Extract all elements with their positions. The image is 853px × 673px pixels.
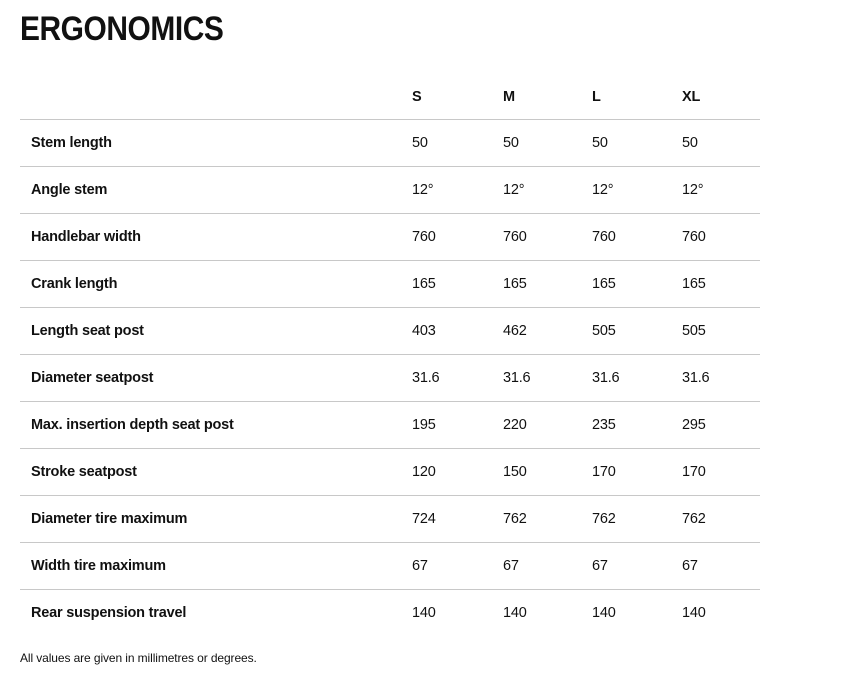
table-row: Crank length 165 165 165 165 bbox=[20, 259, 760, 307]
table-body: Stem length 50 50 50 50 Angle stem 12° 12° 12° 12… bbox=[20, 118, 760, 636]
spec-value: 195 bbox=[412, 400, 503, 448]
spec-label: Max. insertion depth seat post bbox=[20, 400, 412, 448]
spec-value: 235 bbox=[592, 400, 682, 448]
spec-value: 50 bbox=[592, 118, 682, 166]
table-header-row: S M L XL bbox=[20, 75, 760, 119]
spec-label: Diameter seatpost bbox=[20, 353, 412, 401]
spec-name-header-blank bbox=[20, 75, 412, 119]
spec-label: Diameter tire maximum bbox=[20, 494, 412, 542]
spec-value: 120 bbox=[412, 447, 503, 495]
table-row: Length seat post 403 462 505 505 bbox=[20, 306, 760, 354]
spec-label: Stroke seatpost bbox=[20, 447, 412, 495]
spec-label: Handlebar width bbox=[20, 212, 412, 260]
spec-value: 50 bbox=[682, 118, 760, 166]
spec-value: 170 bbox=[682, 447, 760, 495]
spec-value: 140 bbox=[503, 588, 592, 636]
spec-value: 50 bbox=[412, 118, 503, 166]
spec-value: 150 bbox=[503, 447, 592, 495]
spec-value: 31.6 bbox=[592, 353, 682, 401]
size-column-header: L bbox=[592, 88, 601, 105]
spec-value: 760 bbox=[682, 212, 760, 260]
spec-value: 762 bbox=[592, 494, 682, 542]
spec-value: 295 bbox=[682, 400, 760, 448]
spec-value: 760 bbox=[503, 212, 592, 260]
spec-label: Stem length bbox=[20, 118, 412, 166]
table-row: Angle stem 12° 12° 12° 12° bbox=[20, 165, 760, 213]
table-row: Handlebar width 760 760 760 760 bbox=[20, 212, 760, 260]
spec-value: 31.6 bbox=[412, 353, 503, 401]
spec-value: 760 bbox=[592, 212, 682, 260]
size-column-header: M bbox=[503, 88, 515, 105]
spec-value: 505 bbox=[682, 306, 760, 354]
table-row: Diameter tire maximum 724 762 762 762 bbox=[20, 494, 760, 542]
page-title: ERGONOMICS bbox=[20, 10, 224, 48]
spec-value: 50 bbox=[503, 118, 592, 166]
spec-value: 67 bbox=[682, 541, 760, 589]
spec-value: 31.6 bbox=[682, 353, 760, 401]
spec-label: Rear suspension travel bbox=[20, 588, 412, 636]
spec-value: 220 bbox=[503, 400, 592, 448]
table-row: Max. insertion depth seat post 195 220 235 2… bbox=[20, 400, 760, 448]
spec-label: Length seat post bbox=[20, 306, 412, 354]
spec-value: 12° bbox=[412, 165, 503, 213]
table-row: Diameter seatpost 31.6 31.6 31.6 31.6 bbox=[20, 353, 760, 401]
ergonomics-spec-table: S M L XL Stem length 50 50 50 50 Angle stem 12° 12… bbox=[20, 75, 760, 636]
spec-value: 67 bbox=[503, 541, 592, 589]
spec-value: 31.6 bbox=[503, 353, 592, 401]
spec-value: 140 bbox=[592, 588, 682, 636]
spec-value: 170 bbox=[592, 447, 682, 495]
table-row: Rear suspension travel 140 140 140 140 bbox=[20, 588, 760, 636]
spec-value: 165 bbox=[592, 259, 682, 307]
spec-value: 462 bbox=[503, 306, 592, 354]
spec-value: 12° bbox=[503, 165, 592, 213]
spec-value: 165 bbox=[503, 259, 592, 307]
spec-label: Width tire maximum bbox=[20, 541, 412, 589]
spec-label: Crank length bbox=[20, 259, 412, 307]
spec-label: Angle stem bbox=[20, 165, 412, 213]
spec-value: 140 bbox=[412, 588, 503, 636]
table-row: Width tire maximum 67 67 67 67 bbox=[20, 541, 760, 589]
spec-value: 12° bbox=[682, 165, 760, 213]
size-column-header: XL bbox=[682, 88, 701, 105]
size-column-header: S bbox=[412, 88, 422, 105]
spec-value: 403 bbox=[412, 306, 503, 354]
spec-value: 140 bbox=[682, 588, 760, 636]
spec-value: 505 bbox=[592, 306, 682, 354]
spec-value: 12° bbox=[592, 165, 682, 213]
table-row: Stroke seatpost 120 150 170 170 bbox=[20, 447, 760, 495]
spec-value: 165 bbox=[682, 259, 760, 307]
spec-value: 760 bbox=[412, 212, 503, 260]
units-footnote: All values are given in millimetres or d… bbox=[20, 651, 257, 665]
spec-value: 165 bbox=[412, 259, 503, 307]
spec-value: 724 bbox=[412, 494, 503, 542]
table-row: Stem length 50 50 50 50 bbox=[20, 118, 760, 166]
spec-value: 67 bbox=[592, 541, 682, 589]
spec-value: 762 bbox=[682, 494, 760, 542]
spec-value: 762 bbox=[503, 494, 592, 542]
spec-value: 67 bbox=[412, 541, 503, 589]
